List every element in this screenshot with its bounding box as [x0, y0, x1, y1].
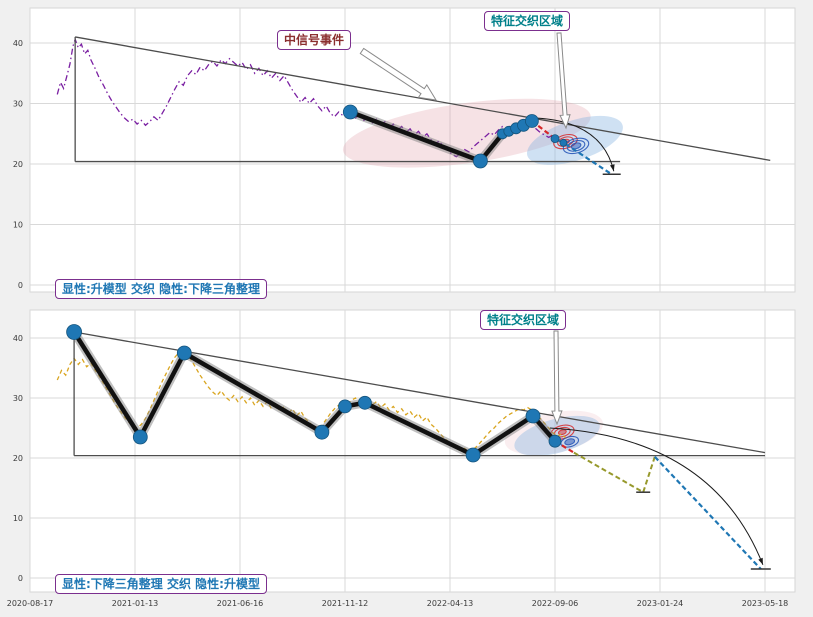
pivot-dot: [525, 408, 541, 424]
plot-area: [29, 309, 796, 593]
trajectory-arrow: [549, 427, 764, 565]
x-tick-label: 2023-05-18: [742, 599, 789, 608]
x-tick-label: 2021-06-16: [217, 599, 264, 608]
trajectory-arrow: [536, 117, 615, 172]
kde-ring: [570, 142, 582, 150]
x-tick-label: 2022-04-13: [427, 599, 474, 608]
pivot-dot: [559, 138, 568, 147]
y-tick-label: 40: [13, 334, 23, 343]
pivot-dot: [66, 324, 82, 340]
kde-ring: [566, 139, 586, 152]
y-tick-label: 30: [13, 394, 23, 403]
annotation-weave-region-bottom: 特征交织区域: [480, 310, 567, 330]
forecast-dashed-olive: [573, 451, 656, 494]
pivot-dot: [472, 153, 488, 169]
y-tick-label: 30: [13, 100, 23, 109]
annotation-signal-event: 中信号事件: [277, 30, 352, 50]
pivot-dot: [314, 424, 330, 440]
kde-ring: [557, 429, 567, 436]
forecast-dashed-blue: [564, 143, 613, 176]
pivot-dot: [548, 434, 562, 448]
x-tick-label: 2020-08-17: [7, 599, 54, 608]
x-tick-label: 2021-01-13: [112, 599, 159, 608]
pivot-dot: [176, 345, 192, 361]
panel-bottom: 0 10 20 30 40: [13, 309, 796, 593]
x-tick-label: 2023-01-24: [637, 599, 684, 608]
y-tick-label: 10: [13, 221, 23, 230]
weave-region-ellipse: [526, 115, 623, 165]
kde-ring: [564, 438, 576, 446]
pivot-dot: [357, 395, 372, 410]
y-tick-label: 20: [13, 160, 23, 169]
pivot-dot: [132, 429, 148, 445]
annotation-arrow: [556, 32, 571, 130]
y-tick-label: 40: [13, 39, 23, 48]
pivot-dot: [338, 399, 352, 414]
annotation-weave-region-top: 特征交织区域: [484, 11, 571, 31]
y-tick-label: 10: [13, 514, 23, 523]
annotation-arrow: [551, 330, 563, 426]
y-tick-label: 20: [13, 454, 23, 463]
forecast-dashed-blue: [654, 456, 762, 570]
pivot-dot: [525, 114, 539, 128]
arrowhead-icon: [610, 164, 615, 172]
pivot-dot: [550, 134, 560, 144]
x-tick-label: 2021-11-12: [322, 599, 369, 608]
annotation-arrow: [359, 47, 437, 101]
kde-ring: [560, 435, 580, 448]
plot-area: [29, 7, 796, 293]
panel-top: 0 10 20 30 40: [13, 7, 796, 293]
arrowhead-icon: [758, 557, 763, 565]
y-tick-label: 0: [18, 574, 23, 583]
triangle-trendline: [75, 36, 771, 162]
price-line: [56, 37, 566, 158]
caption-top-panel: 显性:升模型 交织 隐性:下降三角整理: [55, 279, 267, 299]
pivot-dot: [465, 447, 481, 463]
kde-ring: [562, 137, 590, 155]
x-tick-label: 2022-09-06: [532, 599, 579, 608]
pivot-dot: [342, 104, 358, 120]
y-tick-label: 0: [18, 281, 23, 290]
caption-bottom-panel: 显性:下降三角整理 交织 隐性:升模型: [55, 574, 267, 594]
